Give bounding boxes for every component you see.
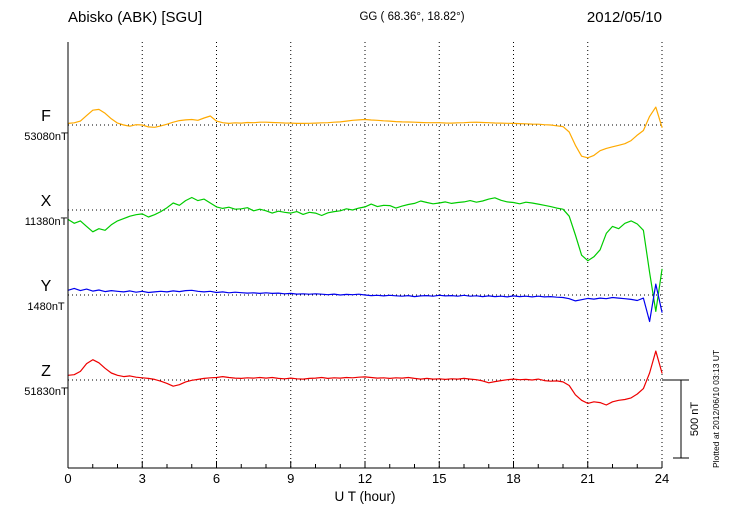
trace-F (67, 106, 663, 159)
x-tick-label: 24 (655, 471, 669, 486)
trace-Z (67, 350, 663, 406)
x-tick-label: 21 (581, 471, 595, 486)
component-baseline-value-F: 53080nT (24, 131, 68, 143)
plotted-at-note: Plotted at 2012/06/10 03:13 UT (711, 350, 721, 468)
x-tick-label: 9 (287, 471, 294, 486)
x-tick-label: 3 (139, 471, 146, 486)
x-tick-label: 15 (432, 471, 446, 486)
scale-bar-label: 500 nT (689, 402, 701, 437)
component-label-F: F (41, 108, 51, 125)
trace-Y (67, 283, 663, 323)
station-title: Abisko (ABK) [SGU] (68, 9, 202, 26)
component-label-X: X (41, 193, 52, 210)
component-label-Z: Z (41, 363, 51, 380)
x-tick-label: 18 (506, 471, 520, 486)
component-baseline-value-Y: 1480nT (27, 301, 65, 313)
date-label: 2012/05/10 (587, 9, 662, 26)
trace-X (67, 196, 663, 312)
component-baseline-value-Z: 51830nT (24, 386, 68, 398)
x-tick-label: 6 (213, 471, 220, 486)
chart-content: 0 3 6 9 12 15 18 21 24 F 53080nT X 11380nT Y 1480nT Z 51… (24, 42, 669, 486)
x-tick-label: 0 (64, 471, 71, 486)
x-axis-title: U T (hour) (334, 489, 395, 504)
x-tick-label: 12 (358, 471, 372, 486)
component-label-Y: Y (41, 278, 52, 295)
geographic-coordinates-label: GG ( 68.36°, 18.82°) (359, 11, 464, 23)
component-baseline-value-X: 11380nT (25, 216, 68, 228)
